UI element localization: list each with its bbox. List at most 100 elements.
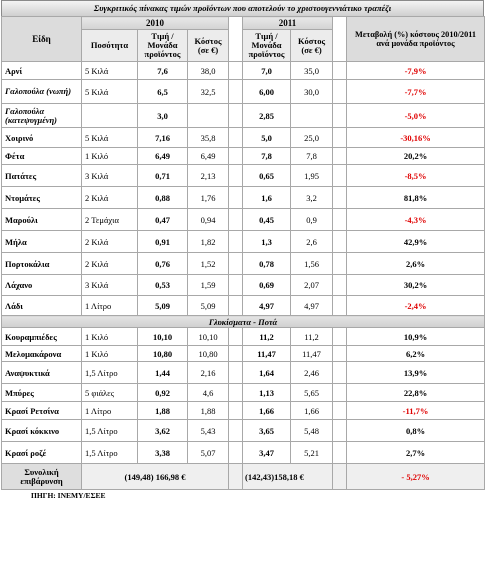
table-row: Πατάτες 3 Κιλά 0,71 2,13 0,65 1,95 -8,5% xyxy=(1,164,485,187)
quantity-cell: 1,5 Λίτρο xyxy=(81,419,138,442)
table-row: Λάδι 1 Λίτρο 5,09 5,09 4,97 4,97 -2,4% xyxy=(1,295,485,316)
header-unit-price-2010: Τιμή / Μονάδα προϊόντος xyxy=(137,29,188,62)
cost-2010-cell: 5,07 xyxy=(186,441,230,464)
change-cell: -11,7% xyxy=(346,401,485,420)
change-cell: 20,2% xyxy=(346,147,485,165)
change-cell: 30,2% xyxy=(346,274,485,296)
cost-2010-cell: 35,8 xyxy=(186,127,230,148)
spacer xyxy=(228,103,244,128)
header-unit-price-2011: Τιμή / Μονάδα προϊόντος xyxy=(242,29,292,62)
quantity-cell: 1 Κιλό xyxy=(81,147,138,165)
change-cell: 13,9% xyxy=(346,361,485,384)
cost-2010-cell: 4,6 xyxy=(186,383,230,402)
quantity-cell: 2 Κιλά xyxy=(81,230,138,253)
cost-2010-cell: 10,80 xyxy=(186,345,230,362)
quantity-cell: 5 Κιλά xyxy=(81,127,138,148)
spacer xyxy=(332,186,348,209)
header-quantity: Ποσότητα xyxy=(81,29,138,62)
cost-2011-cell: 7,8 xyxy=(290,147,334,165)
spacer xyxy=(332,441,348,464)
quantity-cell: 1 Κιλό xyxy=(81,327,138,346)
spacer xyxy=(332,274,348,296)
quantity-cell: 1,5 Λίτρο xyxy=(81,441,138,464)
unit-price-2010-cell: 7,16 xyxy=(137,127,188,148)
cost-2010-cell: 1,88 xyxy=(186,401,230,420)
unit-price-2011-cell: 7,8 xyxy=(242,147,292,165)
table-row: Μαρούλι 2 Τεμάχια 0,47 0,94 0,45 0,9 -4,3% xyxy=(1,208,485,231)
change-cell: 10,9% xyxy=(346,327,485,346)
cost-2011-cell: 25,0 xyxy=(290,127,334,148)
spacer xyxy=(332,401,348,420)
total-change: - 5,27% xyxy=(346,463,485,490)
spacer xyxy=(332,419,348,442)
cost-2010-cell: 10,10 xyxy=(186,327,230,346)
unit-price-2011-cell: 4,97 xyxy=(242,295,292,316)
item-name: Λάχανο xyxy=(1,274,82,296)
spacer xyxy=(228,147,244,165)
quantity-cell: 1 Λίτρο xyxy=(81,295,138,316)
item-name: Μαρούλι xyxy=(1,208,82,231)
table-row: Κρασί Ρετσίνα 1 Λίτρο 1,88 1,88 1,66 1,66 -11,… xyxy=(1,401,485,420)
spacer xyxy=(332,103,348,128)
unit-price-2010-cell: 0,92 xyxy=(137,383,188,402)
cost-2010-cell: 38,0 xyxy=(186,61,230,80)
unit-price-2011-cell: 3,65 xyxy=(242,419,292,442)
unit-price-2011-cell: 11,47 xyxy=(242,345,292,362)
spacer xyxy=(228,383,244,402)
cost-2011-cell: 2,07 xyxy=(290,274,334,296)
total-label: Συνολική επιβάρυνση xyxy=(1,463,82,490)
cost-2011-cell: 11,2 xyxy=(290,327,334,346)
total-2010: (149,48) 166,98 € xyxy=(80,463,230,490)
header-change: Μεταβολή (%) κόστους 2010/2011 ανά μονάδ… xyxy=(346,16,485,62)
unit-price-2011-cell: 2,85 xyxy=(242,103,292,128)
table-row: Μπύρες 5 φιάλες 0,92 4,6 1,13 5,65 22,8% xyxy=(1,383,485,402)
table-title: Συγκριτικός πίνακας τιμών προϊόντων που … xyxy=(1,0,484,16)
spacer xyxy=(228,186,244,209)
quantity-cell: 1 Κιλό xyxy=(81,345,138,362)
quantity-cell xyxy=(81,103,138,128)
unit-price-2010-cell: 0,76 xyxy=(137,252,188,275)
header-cost-2011: Κόστος (σε €) xyxy=(290,29,334,62)
spacer xyxy=(332,361,348,384)
spacer xyxy=(228,327,244,346)
unit-price-2011-cell: 3,47 xyxy=(242,441,292,464)
item-name: Γαλοπούλα (νωπή) xyxy=(1,79,82,104)
spacer xyxy=(332,327,348,346)
source-note: ΠΗΓΗ: ΙΝΕΜΥ/ΕΣΕΕ xyxy=(31,491,106,500)
total-2011: (142,43)158,18 € xyxy=(242,463,334,490)
change-cell: 2,6% xyxy=(346,252,485,275)
table-row: Μήλα 2 Κιλά 0,91 1,82 1,3 2,6 42,9% xyxy=(1,230,485,253)
quantity-cell: 2 Κιλά xyxy=(81,186,138,209)
quantity-cell: 2 Κιλά xyxy=(81,252,138,275)
item-name: Κρασί ροζέ xyxy=(1,441,82,464)
cost-2010-cell: 0,94 xyxy=(186,208,230,231)
change-cell: 6,2% xyxy=(346,345,485,362)
unit-price-2011-cell: 1,13 xyxy=(242,383,292,402)
spacer xyxy=(228,208,244,231)
spacer xyxy=(228,401,244,420)
item-name: Μήλα xyxy=(1,230,82,253)
change-cell: -30,16% xyxy=(346,127,485,148)
cost-2011-cell: 2,46 xyxy=(290,361,334,384)
cost-2011-cell: 35,0 xyxy=(290,61,334,80)
table-row: Πορτοκάλια 2 Κιλά 0,76 1,52 0,78 1,56 2,6% xyxy=(1,252,485,275)
quantity-cell: 3 Κιλά xyxy=(81,274,138,296)
cost-2011-cell xyxy=(290,103,334,128)
item-name: Κουραμπιέδες xyxy=(1,327,82,346)
spacer xyxy=(228,79,244,104)
unit-price-2010-cell: 1,88 xyxy=(137,401,188,420)
unit-price-2010-cell: 3,38 xyxy=(137,441,188,464)
spacer xyxy=(332,127,348,148)
unit-price-2011-cell: 1,3 xyxy=(242,230,292,253)
unit-price-2011-cell: 0,69 xyxy=(242,274,292,296)
unit-price-2010-cell: 1,44 xyxy=(137,361,188,384)
cost-2010-cell xyxy=(186,103,230,128)
spacer xyxy=(332,295,348,316)
cost-2011-cell: 0,9 xyxy=(290,208,334,231)
table-row: Γαλοπούλα (νωπή) 5 Κιλά 6,5 32,5 6,00 30,0 -7,… xyxy=(1,79,485,104)
cost-2011-cell: 1,66 xyxy=(290,401,334,420)
unit-price-2011-cell: 0,78 xyxy=(242,252,292,275)
spacer xyxy=(228,252,244,275)
table-row: Λάχανο 3 Κιλά 0,53 1,59 0,69 2,07 30,2% xyxy=(1,274,485,296)
sweets-section: Κουραμπιέδες 1 Κιλό 10,10 10,10 11,2 11,2 10,9… xyxy=(1,327,485,464)
